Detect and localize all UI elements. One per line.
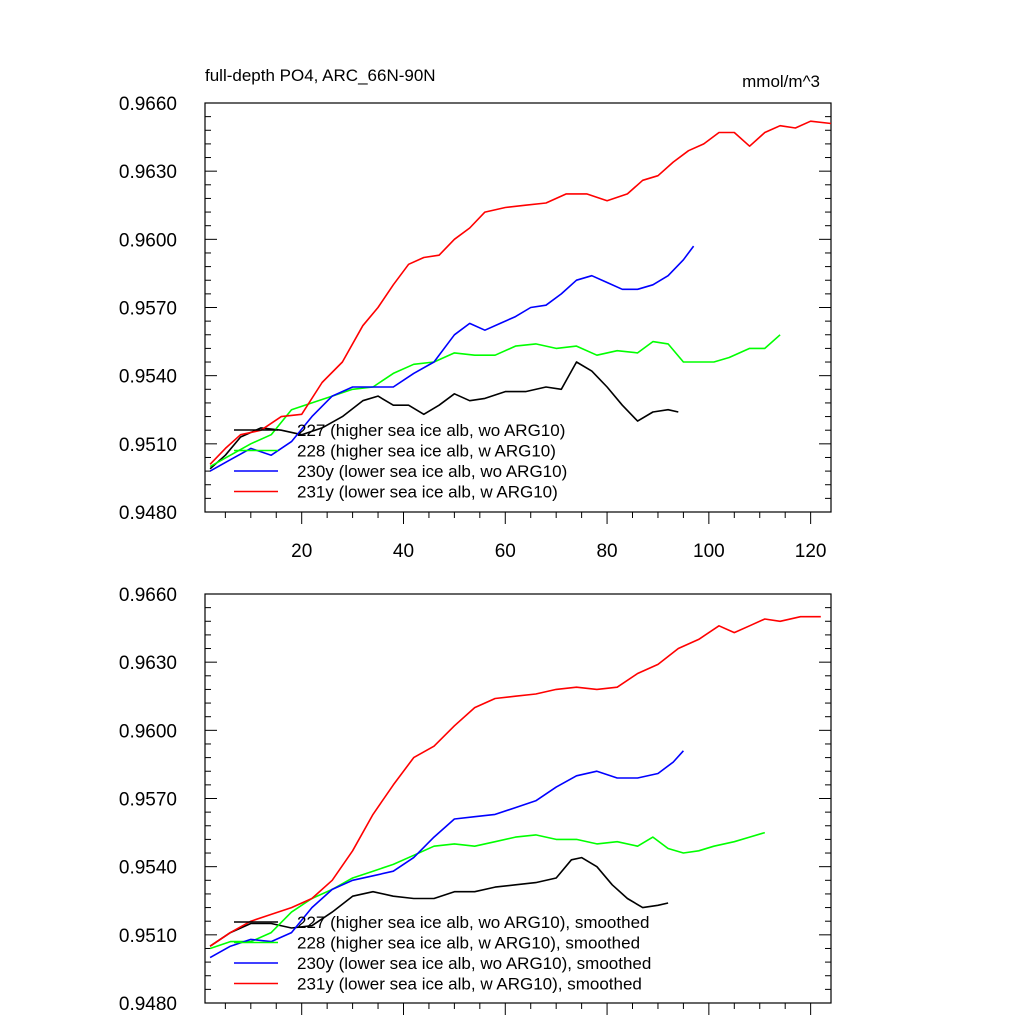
legend-label-1: 228 (higher sea ice alb, w ARG10), smoot… bbox=[297, 934, 640, 953]
y-tick-label: 0.9570 bbox=[119, 299, 177, 320]
legend-label-2: 230y (lower sea ice alb, wo ARG10), smoo… bbox=[297, 954, 651, 973]
legend-label-1: 228 (higher sea ice alb, w ARG10) bbox=[297, 442, 556, 461]
series-line-3 bbox=[209, 120, 832, 465]
y-tick-label: 0.9600 bbox=[119, 230, 177, 251]
panel-raw: 0.9480 0.9510 0.9540 0.9570 0.9600 0.9630 0.96… bbox=[119, 94, 832, 562]
series-line-2 bbox=[209, 245, 695, 472]
x-tick-label: 80 bbox=[596, 541, 617, 562]
series-line-3 bbox=[209, 615, 821, 947]
x-tick-label: 20 bbox=[291, 541, 312, 562]
y-tick-label: 0.9600 bbox=[119, 721, 177, 742]
y-tick-label: 0.9480 bbox=[119, 503, 177, 524]
legend-label-3: 231y (lower sea ice alb, w ARG10), smoot… bbox=[297, 975, 642, 994]
y-tick-label: 0.9510 bbox=[119, 926, 177, 947]
y-tick-label: 0.9570 bbox=[119, 790, 177, 811]
y-tick-label: 0.9630 bbox=[119, 653, 177, 674]
x-tick-label: 100 bbox=[693, 541, 725, 562]
x-tick-label: 40 bbox=[393, 541, 414, 562]
legend-label-0: 227 (higher sea ice alb, wo ARG10) bbox=[297, 421, 565, 440]
series-line-0 bbox=[209, 361, 679, 470]
y-tick-label: 0.9660 bbox=[119, 94, 177, 115]
series-line-2 bbox=[209, 750, 684, 959]
y-tick-label: 0.9540 bbox=[119, 367, 177, 388]
x-tick-label: 60 bbox=[495, 541, 516, 562]
series-line-1 bbox=[209, 334, 781, 468]
legend-label-0: 227 (higher sea ice alb, wo ARG10), smoo… bbox=[297, 913, 649, 932]
units-label: mmol/m^3 bbox=[742, 72, 820, 91]
y-tick-label: 0.9480 bbox=[119, 994, 177, 1015]
chart-title: full-depth PO4, ARC_66N-90N bbox=[205, 66, 436, 85]
y-tick-label: 0.9510 bbox=[119, 435, 177, 456]
x-tick-label: 120 bbox=[795, 541, 827, 562]
y-tick-label: 0.9540 bbox=[119, 858, 177, 879]
legend-label-2: 230y (lower sea ice alb, wo ARG10) bbox=[297, 462, 567, 481]
panel-smoothed: 0.9480 0.9510 0.9540 0.9570 0.9600 0.9630 0.96… bbox=[119, 585, 832, 1015]
y-tick-label: 0.9660 bbox=[119, 585, 177, 606]
y-tick-label: 0.9630 bbox=[119, 162, 177, 183]
legend-label-3: 231y (lower sea ice alb, w ARG10) bbox=[297, 483, 558, 502]
